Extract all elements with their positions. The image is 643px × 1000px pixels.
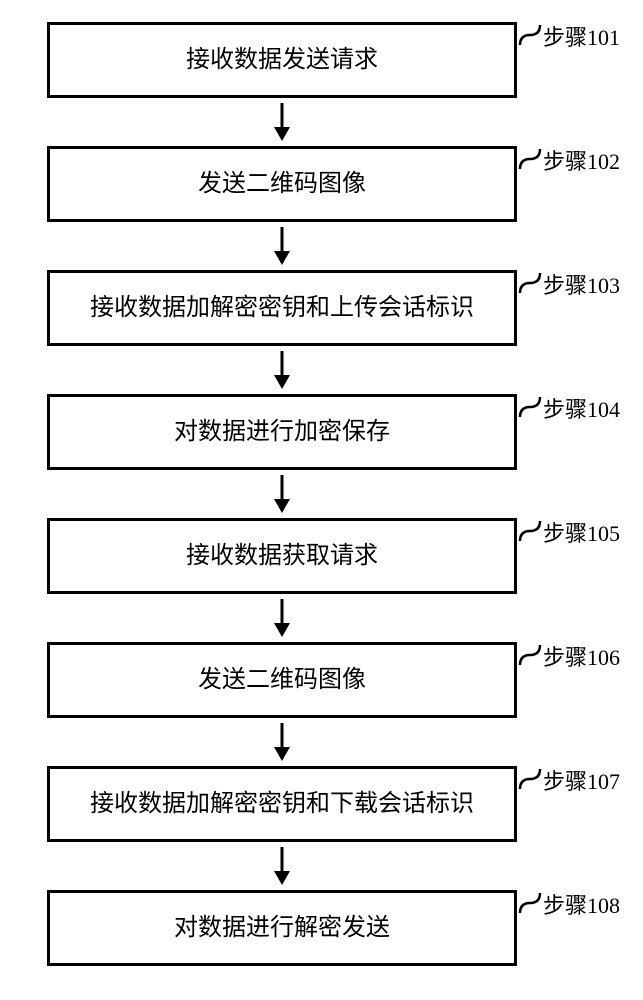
flowchart-step-label: 步骤102 [543,144,620,176]
step-label-brace [520,645,540,665]
flowchart-step-label: 步骤105 [543,516,620,548]
flowchart-step-label: 步骤104 [543,392,620,424]
flowchart-step-text: 发送二维码图像 [192,169,372,199]
flowchart-step-box: 接收数据发送请求 [47,22,517,98]
flowchart-step-box: 接收数据加解密密钥和上传会话标识 [47,270,517,346]
flowchart-step-box: 接收数据获取请求 [47,518,517,594]
flowchart-arrow-head [274,127,290,141]
flowchart-step-label: 步骤108 [543,888,620,920]
flowchart-step-text: 发送二维码图像 [192,665,372,695]
step-label-brace [520,397,540,417]
flowchart-step-text: 接收数据发送请求 [180,45,384,75]
flowchart-arrow-head [274,871,290,885]
flowchart-step-box: 发送二维码图像 [47,146,517,222]
flowchart-step-text: 对数据进行加密保存 [168,417,396,447]
flowchart-arrow-head [274,623,290,637]
flowchart-arrow-head [274,747,290,761]
flowchart-step-label: 步骤101 [543,20,620,52]
flowchart-arrow-head [274,251,290,265]
flowchart-step-text: 对数据进行解密发送 [168,913,396,943]
flowchart-step-box: 对数据进行加密保存 [47,394,517,470]
flowchart-step-text: 接收数据加解密密钥和上传会话标识 [84,293,480,323]
flowchart-arrow-head [274,375,290,389]
flowchart-step-box: 对数据进行解密发送 [47,890,517,966]
flowchart-step-label: 步骤107 [543,764,620,796]
flowchart-step-box: 接收数据加解密密钥和下载会话标识 [47,766,517,842]
flowchart-step-label: 步骤106 [543,640,620,672]
step-label-brace [520,273,540,293]
step-label-brace [520,769,540,789]
flowchart-step-text: 接收数据加解密密钥和下载会话标识 [84,789,480,819]
flowchart-canvas: 接收数据发送请求 步骤101 发送二维码图像 步骤102 接收数据加解密密钥和上传会话标… [0,0,643,1000]
step-label-brace [520,149,540,169]
flowchart-step-label: 步骤103 [543,268,620,300]
flowchart-step-box: 发送二维码图像 [47,642,517,718]
step-label-brace [520,521,540,541]
flowchart-step-text: 接收数据获取请求 [180,541,384,571]
flowchart-arrow-head [274,499,290,513]
step-label-brace [520,25,540,45]
step-label-brace [520,893,540,913]
